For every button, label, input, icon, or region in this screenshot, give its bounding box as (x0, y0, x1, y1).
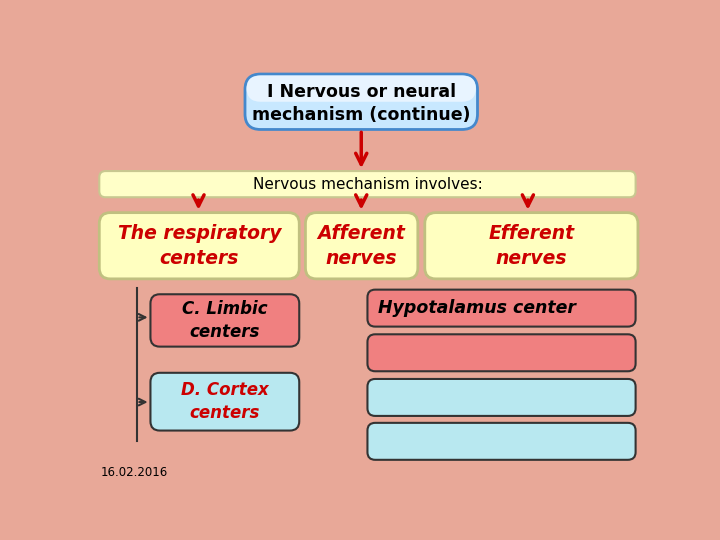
Text: D. Cortex
centers: D. Cortex centers (181, 381, 269, 422)
FancyBboxPatch shape (150, 294, 300, 347)
Text: The respiratory
centers: The respiratory centers (117, 224, 281, 268)
Text: I Nervous or neural
mechanism (continue): I Nervous or neural mechanism (continue) (252, 83, 470, 124)
FancyBboxPatch shape (99, 213, 300, 279)
Text: C. Limbic
centers: C. Limbic centers (182, 300, 268, 341)
FancyBboxPatch shape (99, 171, 636, 197)
FancyBboxPatch shape (425, 213, 638, 279)
FancyBboxPatch shape (367, 334, 636, 372)
Text: Efferent
nerves: Efferent nerves (488, 224, 575, 268)
FancyBboxPatch shape (367, 379, 636, 416)
FancyBboxPatch shape (246, 76, 476, 102)
Text: Afferent
nerves: Afferent nerves (318, 224, 405, 268)
Text: Nervous mechanism involves:: Nervous mechanism involves: (253, 177, 482, 192)
Text: Hypotalamus center: Hypotalamus center (378, 299, 576, 317)
FancyBboxPatch shape (245, 74, 477, 130)
FancyBboxPatch shape (150, 373, 300, 430)
FancyBboxPatch shape (305, 213, 418, 279)
FancyBboxPatch shape (367, 289, 636, 327)
FancyBboxPatch shape (367, 423, 636, 460)
Text: 16.02.2016: 16.02.2016 (101, 467, 168, 480)
